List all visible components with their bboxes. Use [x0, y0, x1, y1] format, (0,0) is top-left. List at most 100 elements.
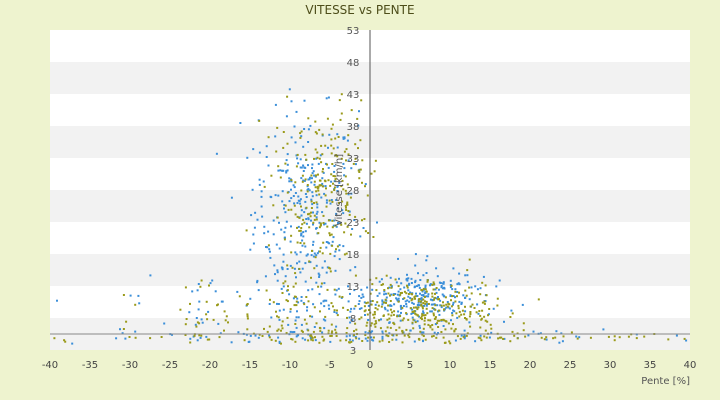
data-point [422, 302, 425, 304]
data-point [418, 315, 420, 318]
data-point [246, 303, 249, 305]
data-point [223, 310, 226, 313]
data-point [334, 250, 337, 253]
data-point [347, 153, 350, 156]
data-point [283, 207, 285, 210]
data-point [503, 320, 505, 323]
data-point [318, 293, 321, 296]
data-point [246, 315, 249, 318]
data-point [304, 178, 307, 181]
data-point [685, 339, 688, 342]
data-point [314, 131, 317, 134]
data-point [198, 334, 201, 337]
data-point [385, 334, 388, 337]
data-point [420, 304, 423, 307]
data-point [460, 313, 463, 316]
data-point [318, 184, 321, 187]
data-point [219, 332, 222, 335]
data-point [443, 308, 445, 311]
data-point [476, 288, 479, 291]
data-point [305, 196, 308, 198]
data-point [311, 177, 313, 180]
data-point [297, 162, 300, 165]
data-point [328, 133, 331, 136]
data-point [329, 340, 332, 343]
data-point [265, 145, 268, 148]
data-point [445, 306, 448, 309]
data-point [286, 142, 289, 145]
data-point [300, 227, 303, 229]
data-point [288, 177, 291, 180]
data-point [360, 316, 363, 319]
data-point [283, 236, 286, 239]
data-point [280, 342, 282, 345]
data-point [329, 219, 332, 222]
data-point [450, 327, 453, 330]
data-point [281, 292, 284, 294]
data-point [343, 137, 346, 140]
data-point [333, 165, 336, 167]
data-point [490, 331, 493, 334]
data-point [464, 310, 467, 313]
data-point [349, 196, 352, 199]
data-point [524, 335, 527, 338]
data-point [334, 175, 337, 178]
data-point [333, 309, 336, 312]
data-point [324, 185, 327, 188]
data-point [496, 304, 499, 307]
data-point [423, 314, 426, 317]
x-tick-label: -25 [162, 360, 178, 371]
data-point [322, 171, 325, 174]
data-point [349, 310, 352, 313]
data-point [282, 282, 285, 285]
data-point [324, 222, 327, 225]
data-point [280, 329, 282, 332]
data-point [338, 201, 340, 204]
data-point [367, 304, 370, 307]
data-point [350, 109, 353, 112]
data-point [315, 201, 318, 204]
data-point [302, 231, 305, 234]
data-point [313, 218, 316, 221]
data-point [198, 322, 201, 325]
data-point [300, 177, 303, 180]
data-point [309, 261, 312, 264]
data-point [122, 328, 125, 330]
data-point [366, 301, 369, 304]
data-point [454, 339, 457, 342]
data-point [332, 236, 335, 239]
data-point [292, 285, 295, 288]
data-point [189, 302, 191, 305]
x-tick-label: 30 [604, 360, 617, 371]
data-point [365, 302, 368, 305]
data-point [282, 285, 285, 288]
data-point [331, 240, 334, 243]
data-point [475, 311, 478, 314]
data-point [463, 335, 466, 338]
data-point [313, 183, 316, 186]
data-point [336, 133, 339, 136]
data-point [295, 316, 298, 319]
data-point [389, 276, 392, 279]
data-point [326, 163, 328, 166]
data-point [389, 283, 392, 286]
data-point [300, 205, 302, 208]
data-point [402, 317, 405, 320]
data-point [330, 144, 333, 147]
data-point [293, 125, 296, 128]
data-point [199, 336, 202, 339]
data-point [438, 319, 441, 322]
data-point [468, 315, 471, 318]
data-point [402, 298, 405, 300]
data-point [309, 176, 311, 179]
data-point [330, 138, 333, 141]
data-point [333, 186, 336, 189]
data-point [413, 319, 416, 322]
data-point [327, 96, 330, 99]
data-point [440, 304, 443, 307]
data-point [371, 283, 374, 286]
data-point [461, 309, 464, 312]
data-point [396, 293, 399, 296]
y-tick-label: 48 [347, 58, 360, 69]
data-point [285, 159, 288, 162]
